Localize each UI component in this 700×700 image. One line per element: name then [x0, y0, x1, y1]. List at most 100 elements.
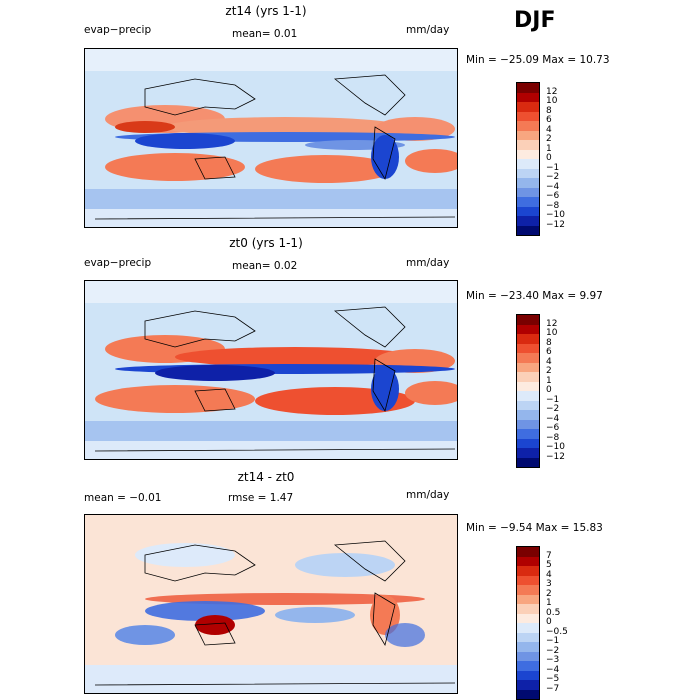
colorbar-tick-label: −3	[546, 655, 560, 665]
colorbar-swatch	[517, 429, 539, 439]
colorbar-swatch	[517, 438, 539, 448]
colorbar-tick-label: 2	[546, 366, 552, 376]
colorbar-swatch	[517, 381, 539, 391]
colorbar-swatch	[517, 121, 539, 131]
colorbar-tick-label: 5	[546, 560, 552, 570]
colorbar-tick-label: 1	[546, 375, 552, 386]
colorbar-tick-label: −10	[546, 210, 565, 220]
colorbar-tick-label: 8	[546, 337, 552, 348]
panel-2-minmax: Min = −23.40 Max = 9.97	[466, 290, 603, 302]
panel-3-minmax: Min = −9.54 Max = 15.83	[466, 522, 603, 534]
colorbar-swatch	[517, 613, 539, 623]
colorbar-swatch	[517, 92, 539, 102]
colorbar-tick-label: −1	[546, 394, 560, 405]
colorbar-swatch	[517, 178, 539, 188]
panel-3-map-svg	[85, 515, 457, 693]
colorbar-swatch	[517, 197, 539, 207]
panel-1-map-svg	[85, 49, 457, 227]
panel-2-title: zt0 (yrs 1-1)	[229, 236, 303, 250]
colorbar-swatch	[517, 585, 539, 595]
colorbar-tick-label: 10	[546, 96, 558, 106]
colorbar-swatch	[517, 102, 539, 112]
colorbar-swatch	[517, 642, 539, 652]
panel-2-units-label: mm/day	[406, 257, 450, 269]
colorbar-swatch	[517, 594, 539, 604]
colorbar-tick-label: 6	[546, 347, 552, 357]
colorbar-swatch	[517, 353, 539, 363]
colorbar-swatch	[517, 111, 539, 121]
colorbar-swatch	[517, 187, 539, 197]
colorbar-tick-label: −2	[546, 172, 560, 182]
colorbar-tick-label: 8	[546, 105, 552, 116]
colorbar-swatch	[517, 651, 539, 661]
colorbar-swatch	[517, 448, 539, 458]
colorbar-swatch	[517, 159, 539, 169]
panel-3-title: zt14 - zt0	[237, 470, 295, 484]
colorbar-tick-label: 3	[546, 579, 552, 589]
panel-1-variable-label: evap−precip	[84, 24, 152, 36]
colorbar-swatch	[517, 566, 539, 576]
colorbar-tick-label: −6	[546, 423, 560, 433]
colorbar-tick-label: 4	[546, 124, 552, 135]
colorbar-swatch	[517, 604, 539, 614]
colorbar-tick-label: −7	[546, 683, 560, 694]
colorbar-swatch	[517, 225, 539, 235]
colorbar-tick-label: −1	[546, 636, 560, 646]
colorbar-swatch	[517, 575, 539, 585]
colorbar-tick-label: −4	[546, 181, 560, 192]
colorbar-tick-label: 12	[546, 86, 558, 97]
colorbar-swatch	[517, 324, 539, 334]
colorbar-tick-label: 0	[546, 385, 552, 395]
colorbar-tick-label: 1	[546, 598, 552, 608]
colorbar-swatch	[517, 410, 539, 420]
colorbar-swatch	[517, 315, 539, 325]
colorbar-tick-label: 4	[546, 569, 552, 580]
colorbar-tick-label: 1	[546, 143, 552, 154]
colorbar-swatch	[517, 206, 539, 216]
colorbar-swatch	[517, 168, 539, 178]
colorbar-swatch	[517, 83, 539, 93]
panel-1-title: zt14 (yrs 1-1)	[225, 4, 307, 18]
colorbar-swatch	[517, 689, 539, 699]
colorbar-swatch	[517, 334, 539, 344]
colorbar-swatch	[517, 140, 539, 150]
colorbar-tick-label: 2	[546, 588, 552, 599]
colorbar-tick-label: −2	[546, 645, 560, 656]
colorbar-tick-label: −12	[546, 219, 565, 230]
colorbar-swatch	[517, 670, 539, 680]
colorbar-swatch	[517, 632, 539, 642]
colorbar-swatch	[517, 419, 539, 429]
colorbar-tick-label: −8	[546, 200, 560, 211]
panel-1-mean-label: mean= 0.01	[232, 28, 298, 40]
colorbar-tick-label: 7	[546, 550, 552, 561]
colorbar-tick-label: 2	[546, 134, 552, 144]
colorbar-tick-label: −2	[546, 404, 560, 414]
colorbar-tick-label: 0	[546, 153, 552, 163]
panel-3-rmse-label: rmse = 1.47	[228, 492, 294, 504]
colorbar-swatch	[517, 216, 539, 226]
panel-2-map-svg	[85, 281, 457, 459]
colorbar-swatch	[517, 547, 539, 557]
colorbar-swatch	[517, 372, 539, 382]
colorbar-swatch	[517, 457, 539, 467]
colorbar-tick-label: −4	[546, 413, 560, 424]
colorbar-swatch	[517, 362, 539, 372]
panel-1-minmax: Min = −25.09 Max = 10.73	[466, 54, 610, 66]
panel-3-map	[84, 514, 458, 694]
panel-2-variable-label: evap−precip	[84, 257, 152, 269]
colorbar-tick-label: −5	[546, 674, 560, 684]
colorbar-swatch	[517, 661, 539, 671]
colorbar-tick-label: 4	[546, 356, 552, 367]
panel-2-colorbar	[516, 314, 540, 468]
colorbar-swatch	[517, 149, 539, 159]
colorbar-swatch	[517, 130, 539, 140]
panel-3-colorbar	[516, 546, 540, 700]
colorbar-tick-label: 0	[546, 617, 552, 627]
panel-1-units-label: mm/day	[406, 24, 450, 36]
colorbar-tick-label: −10	[546, 442, 565, 452]
colorbar-tick-label: −4	[546, 664, 560, 675]
panel-3-mean-label: mean = −0.01	[84, 492, 162, 504]
panel-2-map	[84, 280, 458, 460]
season-title: DJF	[514, 8, 556, 33]
colorbar-tick-label: 12	[546, 318, 558, 329]
